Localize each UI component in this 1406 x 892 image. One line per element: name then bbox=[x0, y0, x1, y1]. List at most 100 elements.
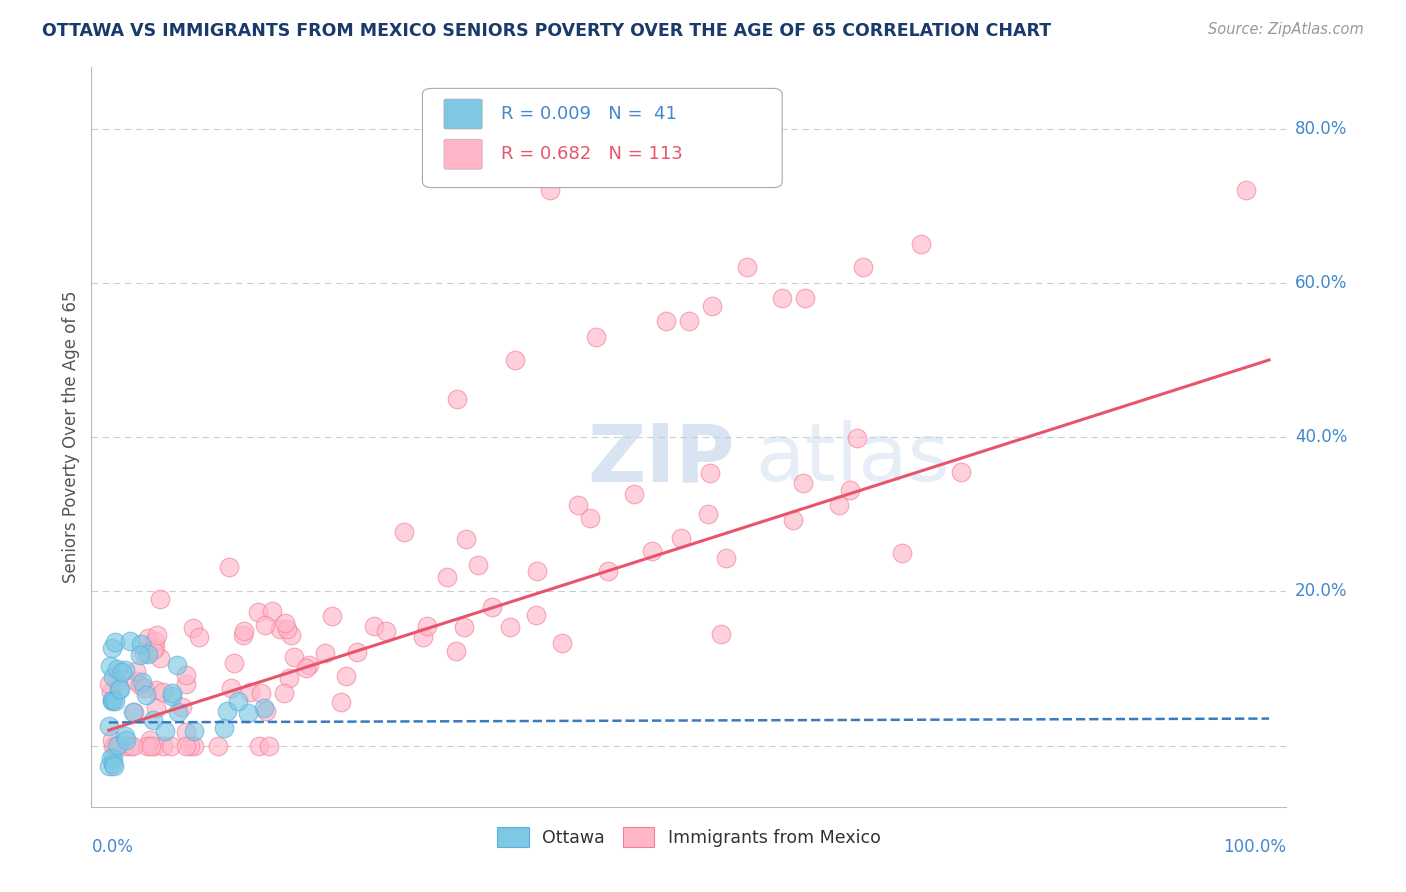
Point bbox=[273, 686, 295, 700]
Point bbox=[596, 564, 619, 578]
Point bbox=[295, 661, 318, 675]
Point bbox=[538, 183, 561, 197]
Point bbox=[100, 685, 122, 699]
Point bbox=[103, 751, 125, 765]
Point bbox=[136, 647, 159, 661]
Point bbox=[122, 705, 145, 719]
Point bbox=[104, 694, 127, 708]
Point bbox=[697, 507, 720, 521]
Text: 60.0%: 60.0% bbox=[1295, 274, 1347, 292]
Text: 40.0%: 40.0% bbox=[1295, 428, 1347, 446]
Point bbox=[129, 677, 152, 691]
Point bbox=[910, 237, 932, 252]
Point bbox=[794, 291, 817, 305]
Point bbox=[176, 668, 198, 682]
Point bbox=[152, 685, 174, 699]
Point bbox=[852, 260, 875, 275]
Point bbox=[152, 739, 174, 753]
Point bbox=[108, 682, 131, 697]
FancyBboxPatch shape bbox=[422, 88, 782, 187]
Point bbox=[122, 739, 145, 753]
Point bbox=[714, 551, 737, 566]
Point bbox=[131, 674, 153, 689]
Point bbox=[623, 487, 645, 501]
FancyBboxPatch shape bbox=[444, 139, 482, 169]
Point bbox=[236, 706, 259, 720]
Point bbox=[159, 739, 181, 753]
Point bbox=[160, 686, 183, 700]
Point bbox=[257, 739, 280, 753]
Point bbox=[132, 681, 155, 695]
Point bbox=[219, 681, 242, 695]
Point bbox=[187, 630, 209, 644]
Point bbox=[153, 724, 176, 739]
Point bbox=[139, 732, 162, 747]
Point bbox=[770, 291, 793, 305]
Point bbox=[278, 671, 301, 685]
Point bbox=[218, 560, 240, 574]
Point bbox=[467, 558, 489, 572]
Point bbox=[374, 624, 396, 638]
Point bbox=[416, 619, 439, 633]
Text: OTTAWA VS IMMIGRANTS FROM MEXICO SENIORS POVERTY OVER THE AGE OF 65 CORRELATION : OTTAWA VS IMMIGRANTS FROM MEXICO SENIORS… bbox=[42, 22, 1052, 40]
Point bbox=[273, 616, 295, 631]
Point bbox=[702, 299, 724, 313]
Point bbox=[110, 665, 132, 679]
Text: atlas: atlas bbox=[755, 420, 949, 499]
Point bbox=[283, 650, 305, 665]
Point bbox=[100, 751, 122, 765]
Point bbox=[246, 605, 269, 619]
Point bbox=[135, 688, 157, 702]
Point bbox=[145, 700, 167, 714]
Point bbox=[212, 721, 235, 735]
Point bbox=[363, 618, 385, 632]
Point bbox=[453, 620, 475, 634]
Point bbox=[101, 757, 124, 772]
Point bbox=[131, 636, 153, 650]
Point bbox=[1234, 183, 1257, 197]
Point bbox=[262, 604, 284, 618]
Text: ZIP: ZIP bbox=[588, 420, 734, 499]
Point bbox=[392, 525, 415, 540]
Point bbox=[98, 658, 121, 673]
Point bbox=[446, 392, 468, 406]
Point bbox=[143, 633, 166, 648]
Point bbox=[136, 631, 159, 645]
Point bbox=[232, 628, 254, 642]
Point bbox=[280, 628, 302, 642]
Point bbox=[585, 330, 607, 344]
Point bbox=[567, 498, 589, 512]
Point bbox=[149, 592, 172, 607]
Point bbox=[233, 624, 256, 638]
Point bbox=[101, 694, 124, 708]
Point bbox=[207, 739, 229, 753]
Point bbox=[183, 739, 205, 753]
Point bbox=[346, 645, 368, 659]
Point bbox=[149, 651, 172, 665]
Point bbox=[103, 670, 125, 684]
Point bbox=[162, 689, 184, 703]
Point bbox=[181, 621, 204, 635]
Point bbox=[276, 623, 298, 637]
Point bbox=[321, 609, 343, 624]
Point bbox=[166, 658, 188, 673]
Text: 80.0%: 80.0% bbox=[1295, 120, 1347, 137]
Point bbox=[167, 705, 190, 719]
Point bbox=[838, 483, 860, 497]
Point bbox=[845, 431, 868, 445]
Point bbox=[503, 353, 526, 368]
Point bbox=[103, 758, 125, 772]
Point bbox=[828, 499, 851, 513]
Text: R = 0.009   N =  41: R = 0.009 N = 41 bbox=[502, 105, 678, 123]
Point bbox=[114, 732, 136, 747]
Point bbox=[118, 739, 141, 753]
Point bbox=[710, 627, 733, 641]
Point bbox=[105, 673, 128, 688]
Point bbox=[481, 600, 503, 615]
Point bbox=[949, 465, 972, 479]
Point bbox=[782, 513, 804, 527]
Point bbox=[222, 656, 245, 670]
Point bbox=[174, 739, 197, 753]
Point bbox=[436, 570, 458, 584]
Text: 20.0%: 20.0% bbox=[1295, 582, 1347, 600]
